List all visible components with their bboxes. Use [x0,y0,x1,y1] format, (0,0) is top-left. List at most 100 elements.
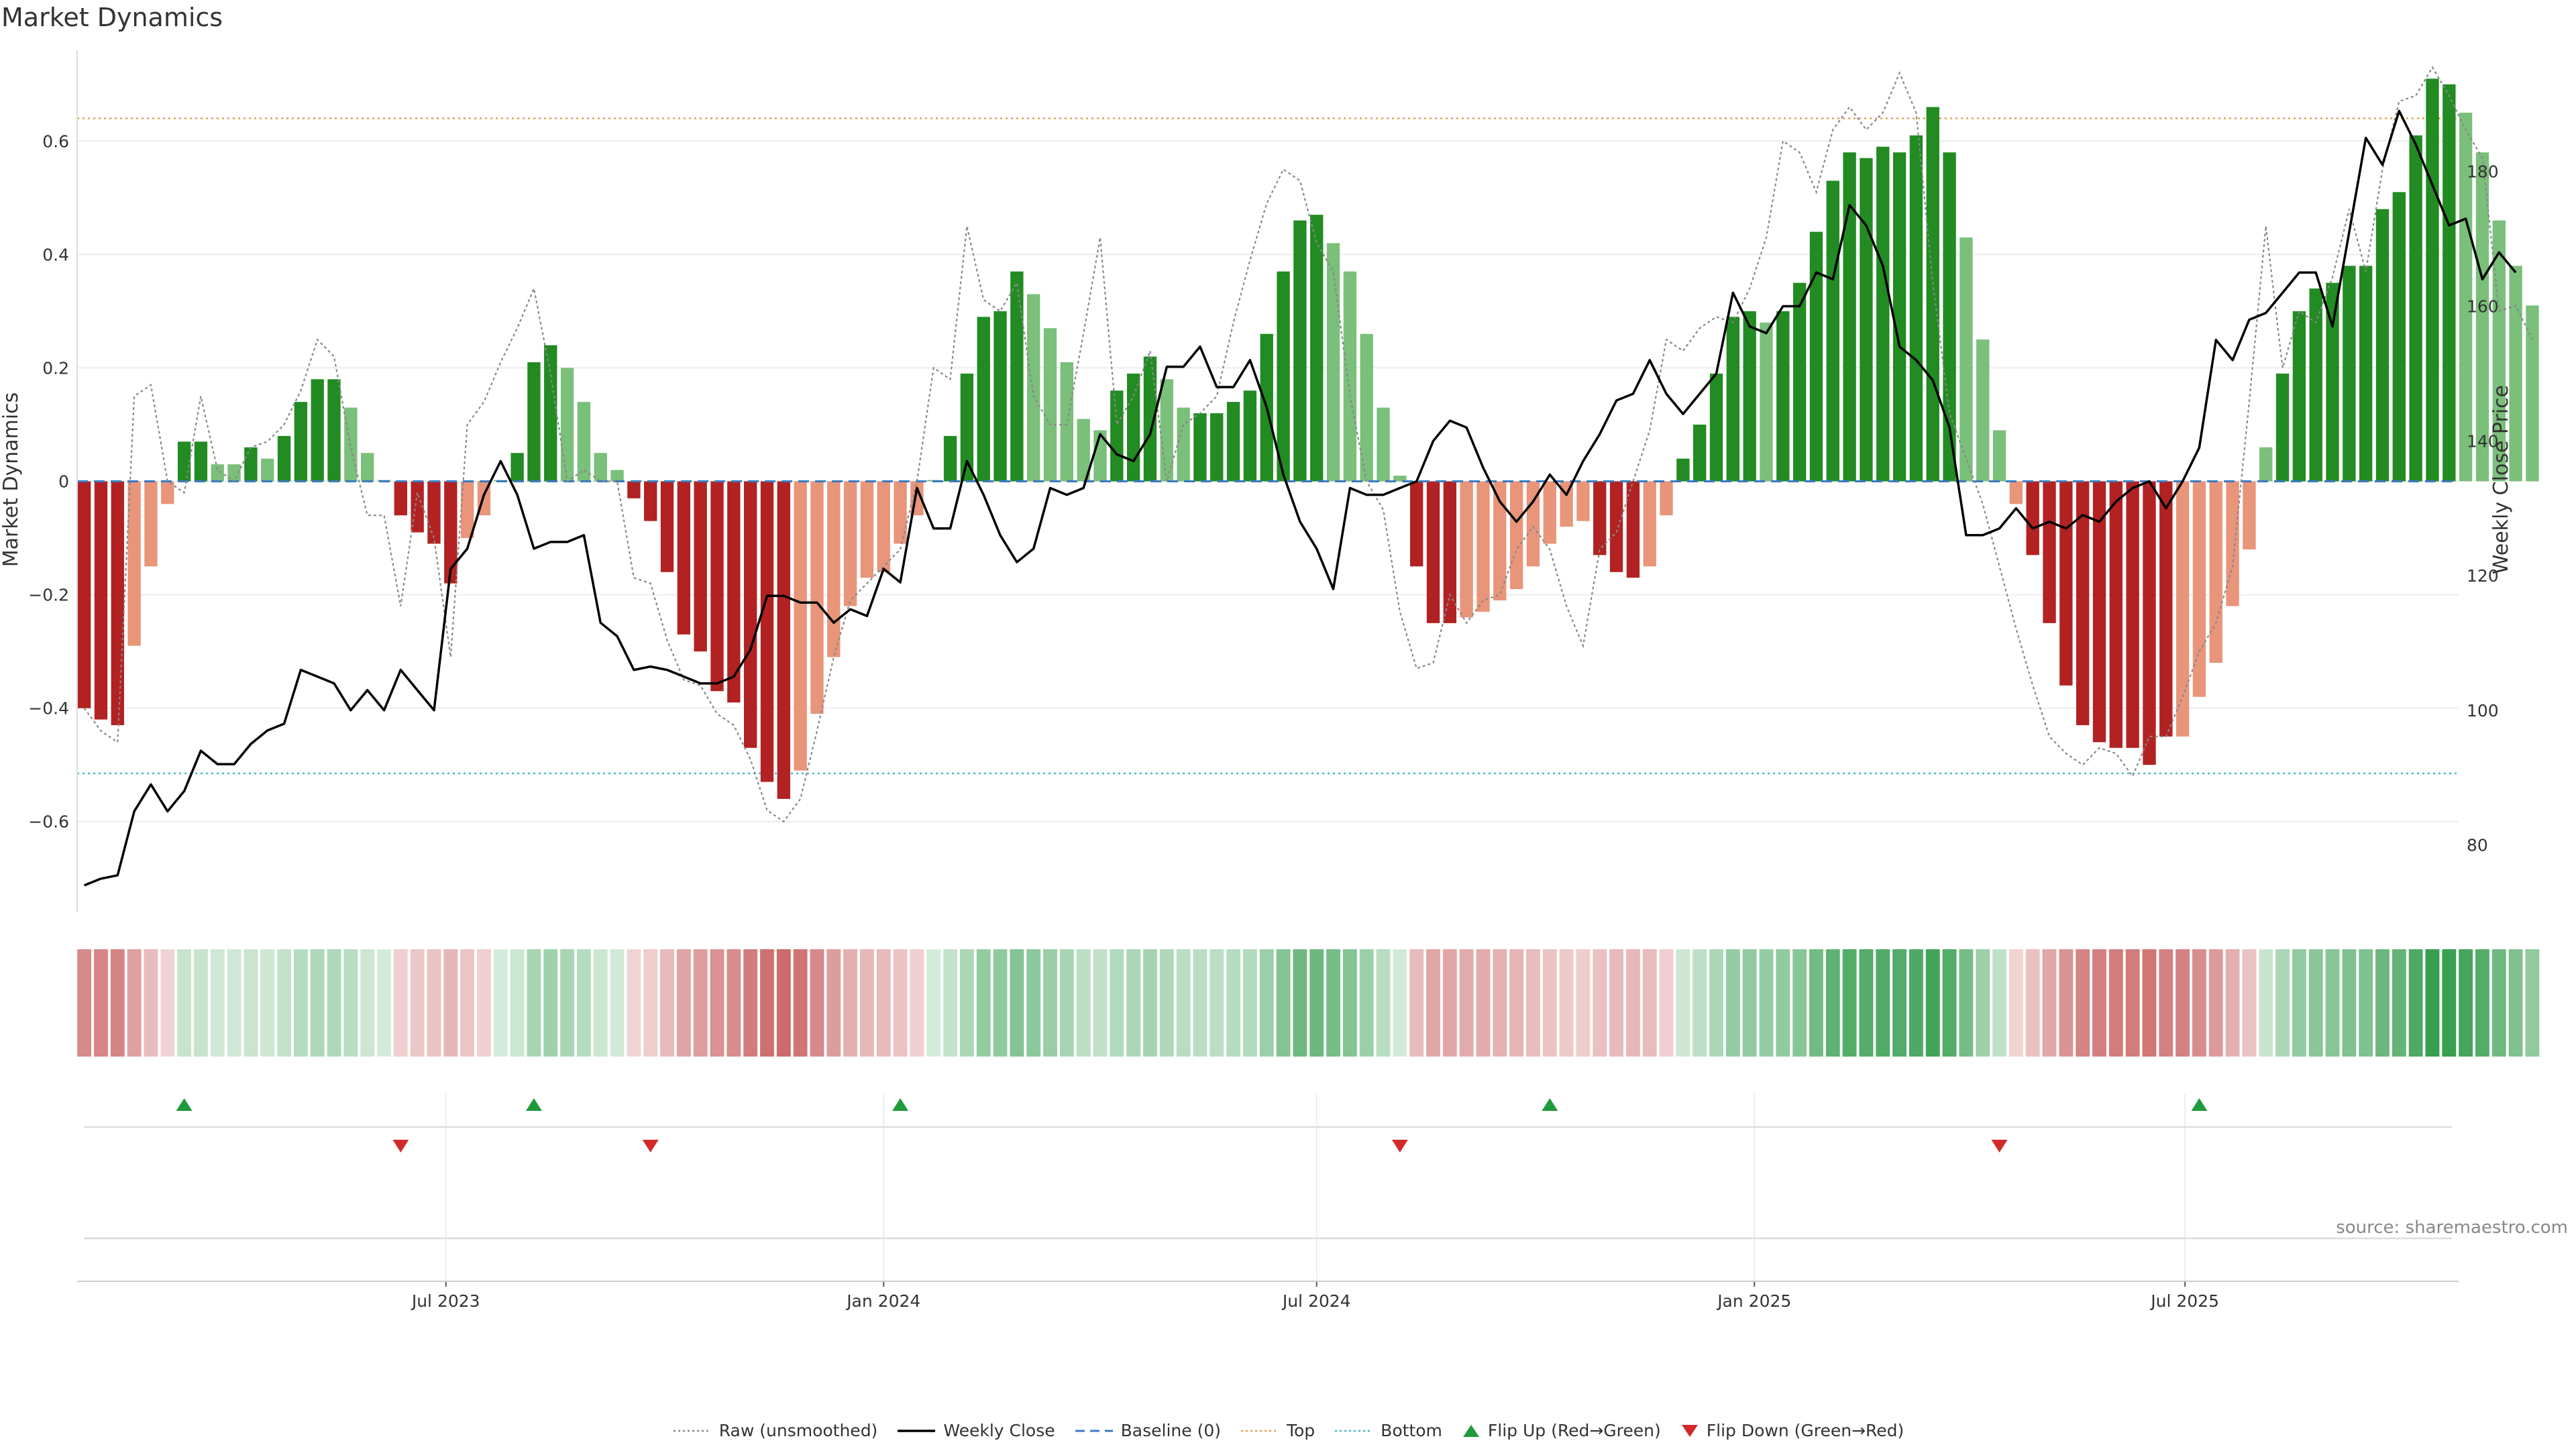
heat-cell [1676,949,1690,1057]
dynamics-bar [2092,481,2106,743]
heat-cell [643,949,658,1057]
legend-item-top: Top [1240,1421,1315,1440]
heat-cell [1892,949,1907,1057]
dynamics-bar [2126,481,2139,748]
heat-cell [2108,949,2123,1057]
flip-up-marker [1542,1098,1558,1111]
heat-cell [1976,949,1990,1057]
dynamics-bar [577,402,591,482]
dynamics-bar [1792,282,1807,482]
heat-cell [2242,949,2257,1057]
dynamics-bar [2443,84,2456,482]
heat-cell [144,949,158,1057]
y-tick-label: −0.6 [28,812,69,832]
heat-cell [776,949,791,1057]
heat-cell [510,949,525,1057]
flip-up-marker [892,1098,909,1111]
flip-down-marker [1391,1140,1408,1152]
raw-line-layer [83,66,2533,823]
dynamics-bar [1426,481,1440,623]
heat-cell [1542,949,1557,1057]
heat-cell [2092,949,2106,1057]
dynamics-bar [1509,481,1523,590]
dynamics-bar [760,481,774,782]
dynamics-bar [2392,192,2406,482]
dynamics-bar [144,481,158,567]
dynamics-bar [1576,481,1590,521]
heat-cell [460,949,475,1057]
heat-cell [1043,949,1057,1057]
dynamics-bar [1843,152,1856,482]
y-axis-label: Market Dynamics [0,392,23,568]
dynamics-bar [1043,328,1057,482]
dynamics-bar [1760,322,1773,482]
heat-cell [1359,949,1374,1057]
y-tick-label: −0.4 [28,699,69,718]
dynamics-bar [877,481,890,572]
dynamics-bar [2243,481,2256,549]
heat-cell [477,949,491,1057]
heat-cell [2425,949,2440,1057]
dynamics-bar [2309,288,2322,482]
dynamics-bar [743,481,757,748]
dynamics-bar [2475,152,2489,482]
dynamics-bar [2459,112,2473,482]
dynamics-bar [2292,311,2306,482]
dynamics-bar [2509,266,2522,482]
dynamics-bar [1909,135,1923,482]
dynamics-bar [660,481,674,572]
dynamics-bar [843,481,857,606]
dynamics-bar [527,362,541,482]
regime-heat-strip [77,949,2540,1057]
heat-cell [2225,949,2240,1057]
heat-cell [227,949,241,1057]
heat-cell [1659,949,1674,1057]
legend-item-flip-up: Flip Up (Red→Green) [1461,1421,1661,1440]
heat-cell [543,949,558,1057]
heat-cell [1409,949,1424,1057]
dynamics-bar [827,481,841,657]
heat-cell [1942,949,1957,1057]
legend-label: Baseline (0) [1120,1421,1221,1440]
dynamics-bar [2159,481,2173,737]
heat-cell [210,949,225,1057]
x-tick-label: Jul 2025 [2149,1291,2219,1311]
heat-cell [1259,949,1274,1057]
heat-cell [1742,949,1757,1057]
heat-cell [1309,949,1324,1057]
heat-cell [1193,949,1208,1057]
heat-cell [2408,949,2423,1057]
y-tick-label: 0.6 [42,131,69,151]
dynamics-bar [1293,220,1307,482]
heat-cell [1242,949,1257,1057]
heat-cell [327,949,341,1057]
x-tick-label: Jan 2024 [845,1291,920,1311]
legend-label: Bottom [1381,1421,1442,1440]
dynamics-bar [1393,476,1407,482]
heat-cell [493,949,508,1057]
heat-cell [1226,949,1241,1057]
heat-cell [859,949,874,1057]
y2-tick-label: 180 [2467,162,2499,182]
dynamics-bar [1160,379,1173,482]
dynamics-bar [2375,209,2390,482]
flip-down-marker [642,1140,659,1152]
heat-cell [943,949,957,1057]
legend-label: Flip Up (Red→Green) [1487,1421,1661,1440]
y2-tick-label: 100 [2467,701,2499,720]
dynamics-bar [427,481,441,544]
dynamics-bar [2343,266,2356,482]
x-tick-label: Jul 2024 [1281,1291,1351,1311]
legend-dashed-line-icon [1075,1430,1113,1432]
heat-cell [1126,949,1141,1057]
dynamics-bar [1277,271,1290,482]
dynamics-bar [1493,481,1507,601]
dynamics-bar [1243,390,1257,482]
heat-cell [1725,949,1740,1057]
dynamics-bar [2209,481,2222,663]
heat-cell [2275,949,2290,1057]
legend-label: Top [1286,1421,1316,1440]
heat-cell [2076,949,2090,1057]
dynamics-bar [1010,271,1024,482]
